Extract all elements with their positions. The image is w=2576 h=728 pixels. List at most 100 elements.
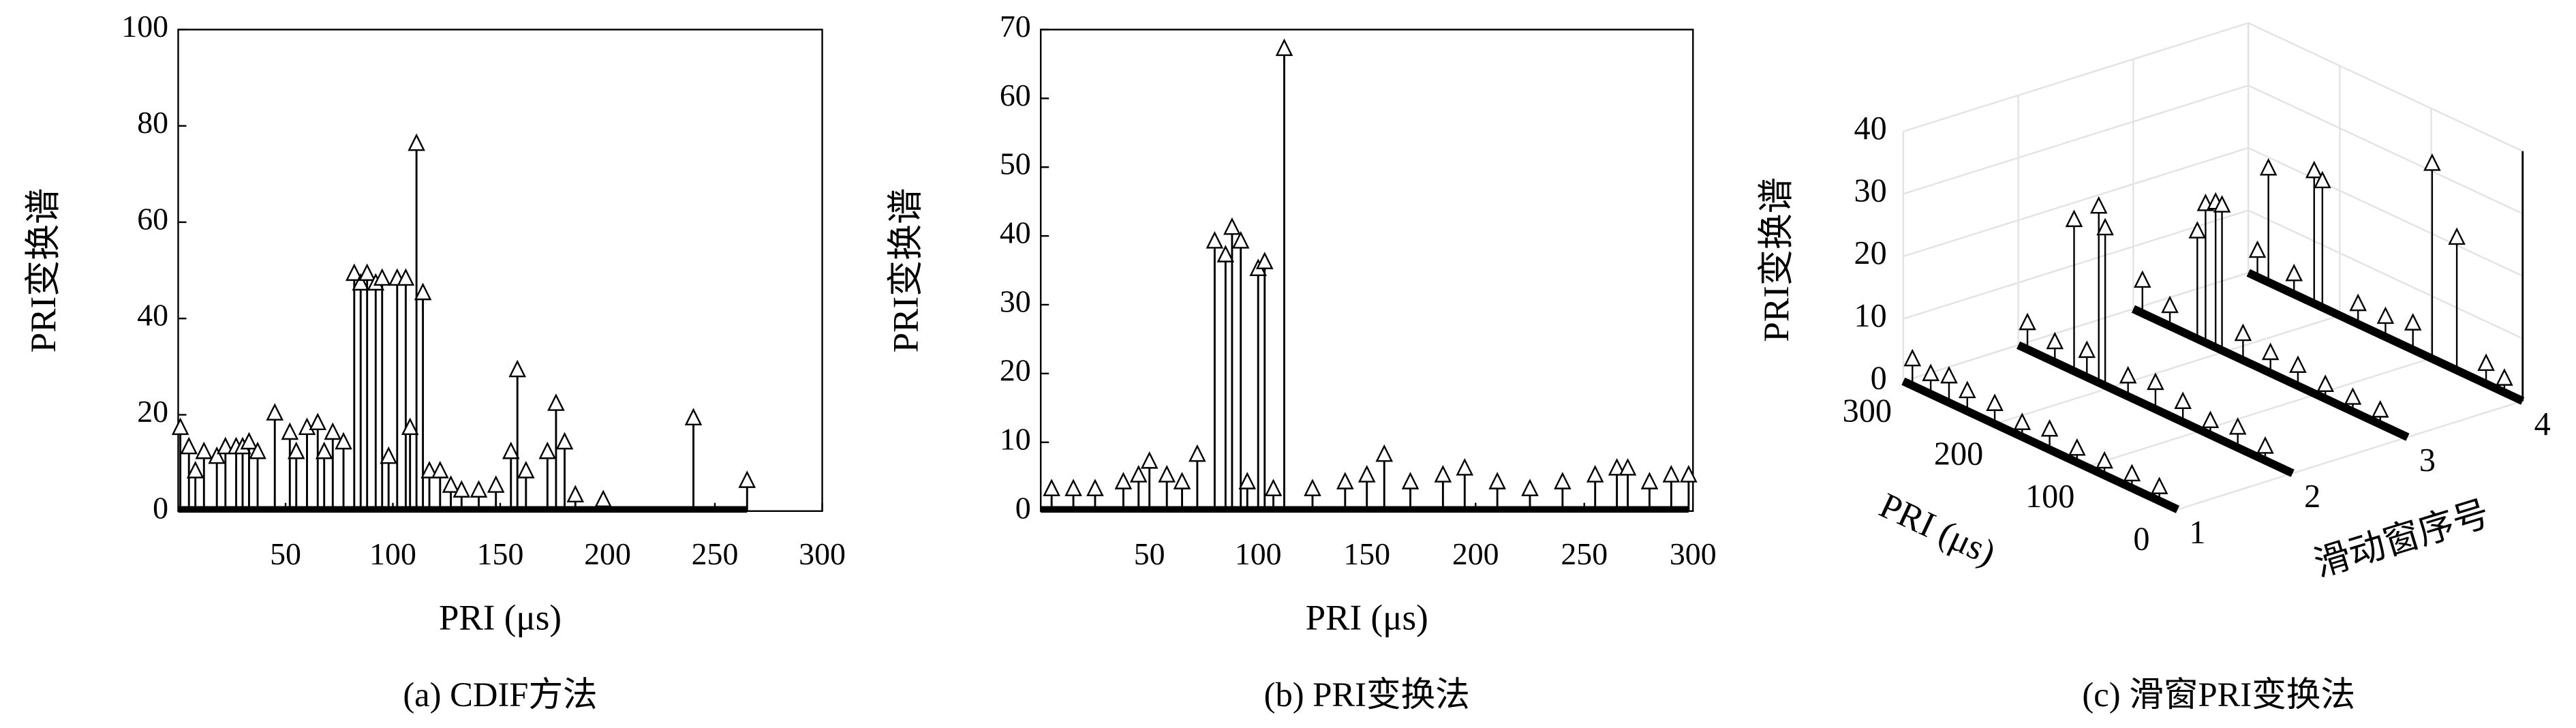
stem-marker	[2096, 451, 2113, 469]
stem-marker	[2349, 293, 2367, 312]
stem-marker	[208, 446, 226, 464]
stem-marker	[1173, 472, 1191, 489]
stem-marker	[2376, 306, 2395, 324]
stem-marker	[1304, 479, 1321, 496]
z-tick-label: 10	[1854, 298, 1887, 334]
x-tick-label: 150	[1343, 536, 1390, 571]
stem-marker	[1114, 472, 1133, 489]
x-tick-label: 200	[584, 536, 631, 571]
stem-marker	[2161, 295, 2179, 314]
stem-marker	[1129, 465, 1148, 483]
stem-marker	[2261, 342, 2280, 361]
stem-marker	[538, 441, 557, 459]
stem-marker	[1206, 231, 1224, 249]
stem-marker	[502, 441, 520, 459]
stem-marker	[2147, 372, 2164, 391]
stem-marker	[2344, 387, 2362, 405]
stem-marker	[2123, 464, 2141, 482]
stem-marker	[1554, 472, 1571, 489]
stem-marker	[2371, 399, 2389, 418]
x-tick-label: 300	[1670, 536, 1717, 571]
stem-marker	[594, 489, 613, 508]
stem-marker	[2448, 227, 2466, 245]
stem-marker	[2234, 323, 2252, 342]
stem-marker	[420, 461, 438, 479]
stem-marker	[2477, 353, 2495, 371]
stem-marker	[508, 359, 527, 378]
stem-marker	[324, 422, 342, 440]
stem-marker	[397, 268, 415, 286]
stem-marker	[2228, 417, 2247, 435]
y-tick-label: 60	[137, 201, 168, 236]
stem-marker	[1140, 451, 1159, 469]
stem-marker	[266, 403, 284, 421]
y-tick-label: 1	[2189, 515, 2205, 551]
z-tick-label: 40	[1854, 110, 1887, 147]
stem-marker	[1064, 479, 1082, 496]
caption: (c) 滑窗PRI变换法	[2082, 676, 2355, 714]
stem-marker	[1238, 472, 1257, 489]
stem-marker	[1903, 348, 1922, 367]
grid-line	[1903, 271, 2524, 402]
z-tick-label: 0	[1871, 360, 1887, 396]
x-axis-label: PRI (μs)	[1873, 485, 2002, 573]
y-axis-label: PRI变换谱	[24, 188, 63, 353]
stem-marker	[1940, 365, 1958, 384]
stem-marker	[1680, 465, 1698, 483]
stem-marker	[2068, 438, 2086, 456]
y-tick-label: 50	[1000, 147, 1031, 181]
stem-marker	[1358, 465, 1376, 483]
stem-marker	[1231, 231, 1250, 249]
y-tick-label: 100	[121, 9, 168, 44]
z-tick-label: 20	[1854, 235, 1887, 271]
y-tick-label: 4	[2534, 406, 2551, 442]
stem-marker	[1375, 444, 1394, 462]
grid-line	[2132, 59, 2408, 438]
stem-marker	[2289, 355, 2307, 374]
stem-marker	[470, 480, 488, 498]
stem-marker	[414, 282, 432, 301]
stem-marker	[566, 485, 585, 503]
stem-marker	[1086, 479, 1104, 496]
caption: (a) CDIF方法	[403, 676, 597, 714]
y-tick-label: 40	[137, 298, 168, 333]
z-axis-label: PRI变换谱	[1757, 177, 1796, 342]
stem-marker	[335, 431, 352, 450]
stem-marker	[2046, 331, 2064, 350]
stem-marker	[1640, 472, 1659, 489]
stem-marker	[487, 475, 505, 493]
stem-marker	[1456, 458, 1474, 476]
stem-marker	[517, 461, 535, 479]
stem-marker	[1662, 465, 1681, 483]
grid-line	[1903, 209, 2524, 339]
stem-marker	[2188, 221, 2207, 239]
x-tick-label: 200	[1452, 536, 1499, 571]
stem-marker	[2089, 196, 2108, 214]
x-tick-label: 250	[1561, 536, 1608, 571]
y-axis-label: PRI变换谱	[886, 188, 925, 353]
stem-marker	[2174, 391, 2192, 410]
stem-marker	[2119, 365, 2137, 384]
stem-marker	[380, 446, 397, 464]
plot-frame	[1039, 29, 1694, 512]
stem-marker	[2078, 340, 2096, 359]
stem-marker	[2305, 160, 2323, 179]
stem-marker	[1922, 363, 1939, 382]
stem-marker	[171, 417, 189, 436]
y-tick-label: 20	[1000, 352, 1031, 387]
y-tick-label: 30	[1000, 284, 1031, 319]
stem-marker	[684, 408, 703, 425]
stem-marker	[1986, 393, 2004, 411]
z-tick-label: 30	[1854, 173, 1887, 209]
stem-marker	[1521, 479, 1539, 496]
stem-marker	[298, 417, 316, 436]
x-tick-label: 50	[1134, 536, 1165, 571]
stem-marker	[1255, 252, 1274, 269]
stem-marker	[1275, 38, 1293, 57]
stem-marker	[1158, 465, 1176, 483]
x-tick-label: 50	[270, 536, 301, 571]
grid-line	[2177, 151, 2524, 511]
stem-marker	[1223, 217, 1241, 235]
stem-marker	[1336, 472, 1354, 489]
y-tick-label: 10	[1000, 421, 1031, 456]
